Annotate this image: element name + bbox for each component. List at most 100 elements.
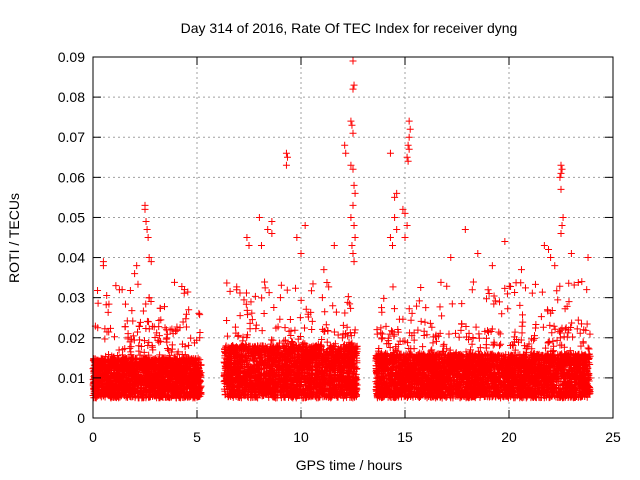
data-point [195, 309, 203, 317]
data-point [472, 323, 480, 331]
data-point [134, 280, 142, 288]
data-point [265, 289, 273, 297]
data-point [163, 344, 171, 352]
data-point [330, 328, 338, 336]
data-point [308, 317, 316, 325]
data-point [185, 341, 193, 349]
data-point [302, 305, 310, 313]
data-point [94, 287, 102, 295]
data-point [135, 347, 143, 355]
data-point [347, 304, 355, 312]
data-points [89, 57, 594, 402]
data-point [121, 300, 129, 308]
data-point [276, 294, 284, 302]
data-point [140, 337, 148, 345]
data-point [553, 287, 561, 295]
data-point [270, 304, 278, 312]
data-point [133, 328, 141, 336]
data-point [187, 334, 195, 342]
data-point [150, 323, 158, 331]
data-point [309, 280, 317, 288]
data-point [231, 323, 239, 331]
data-point [128, 307, 136, 315]
data-point [181, 351, 189, 359]
data-point [318, 294, 326, 302]
data-point [127, 343, 135, 351]
data-point [164, 346, 172, 354]
data-point [260, 309, 268, 317]
data-point [258, 327, 266, 335]
data-point [161, 303, 168, 311]
data-point [258, 294, 266, 302]
data-point [301, 324, 309, 332]
data-point [286, 315, 294, 323]
data-point [115, 346, 123, 354]
data-point [283, 286, 291, 294]
data-point [252, 321, 260, 329]
data-point [323, 279, 331, 287]
data-point [296, 314, 304, 322]
data-point [468, 340, 476, 348]
data-point [329, 302, 337, 310]
data-point [251, 292, 259, 300]
data-point [139, 307, 147, 315]
data-point [291, 326, 299, 334]
data-point [226, 287, 234, 295]
data-point [236, 312, 244, 320]
data-point [137, 343, 145, 351]
data-point [136, 323, 144, 331]
data-point [455, 333, 463, 341]
data-point [157, 316, 165, 324]
data-point [136, 318, 144, 326]
data-point [155, 338, 163, 346]
data-point [153, 329, 161, 337]
data-point [101, 335, 109, 343]
data-point [565, 279, 573, 287]
data-point [307, 287, 315, 295]
data-point [346, 300, 354, 308]
data-point [145, 338, 153, 346]
data-point [223, 316, 231, 324]
data-point [261, 284, 269, 292]
data-point [380, 294, 388, 302]
data-point [223, 279, 231, 287]
data-point [244, 311, 252, 319]
data-point [417, 317, 425, 325]
data-point [236, 289, 244, 297]
data-point [417, 284, 425, 292]
data-point [322, 321, 330, 329]
data-point [261, 278, 269, 286]
data-point [516, 301, 524, 309]
data-point [223, 332, 231, 340]
data-point [176, 324, 184, 332]
data-point [332, 308, 340, 316]
chart-title: Day 314 of 2016, Rate Of TEC Index for r… [181, 20, 518, 36]
data-point [148, 342, 156, 350]
data-point [321, 308, 329, 316]
data-point [548, 329, 556, 337]
data-point [308, 325, 316, 333]
data-point [239, 337, 247, 345]
data-point [242, 289, 250, 297]
data-point [377, 324, 385, 332]
data-point [94, 299, 102, 307]
data-point [103, 291, 111, 299]
data-point [519, 311, 527, 319]
data-point [126, 287, 134, 295]
data-point [344, 298, 352, 306]
data-point [111, 333, 119, 341]
data-point [182, 310, 190, 318]
data-point [182, 323, 190, 331]
data-point [344, 293, 352, 301]
data-point [140, 348, 148, 356]
data-point [156, 304, 164, 312]
data-point [155, 317, 163, 325]
data-point [143, 317, 151, 325]
data-point [277, 281, 285, 289]
data-point [292, 284, 300, 292]
data-point [196, 311, 204, 319]
data-point [121, 345, 129, 353]
data-point [196, 328, 204, 336]
data-point [491, 297, 499, 305]
